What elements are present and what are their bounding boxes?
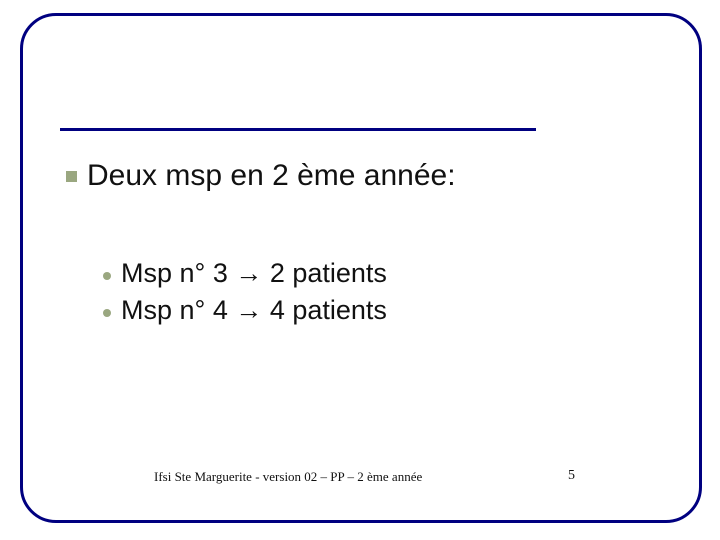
bullet-list: Msp n° 3 → 2 patients Msp n° 4 → 4 patie… (103, 258, 387, 332)
heading-text: Deux msp en 2 ème année: (87, 159, 456, 193)
dot-bullet-icon (103, 272, 111, 280)
bullet-text: Msp n° 4 → 4 patients (121, 295, 387, 326)
list-item: Msp n° 4 → 4 patients (103, 295, 387, 326)
list-item: Msp n° 3 → 2 patients (103, 258, 387, 289)
title-divider (60, 128, 536, 131)
bullet-text: Msp n° 3 → 2 patients (121, 258, 387, 289)
square-bullet-icon (66, 171, 77, 182)
footer-text: Ifsi Ste Marguerite - version 02 – PP – … (154, 469, 422, 485)
page-number: 5 (568, 468, 575, 484)
dot-bullet-icon (103, 309, 111, 317)
slide-heading: Deux msp en 2 ème année: (66, 159, 456, 193)
